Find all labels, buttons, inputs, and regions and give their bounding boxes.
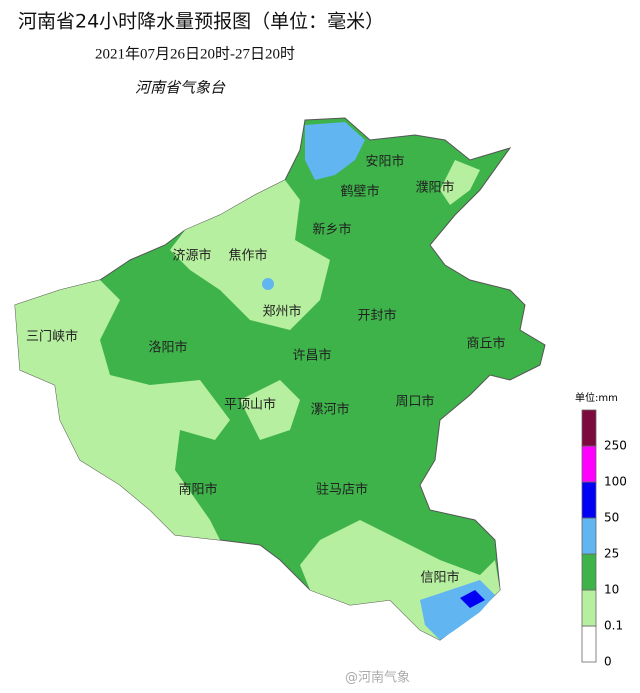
city-label: 濮阳市	[415, 180, 454, 196]
city-label: 漯河市	[310, 402, 349, 418]
legend-level: 50	[604, 511, 619, 525]
legend: 单位:mm 0 0.1 10 25 50 100 250	[575, 391, 627, 669]
legend-swatch	[581, 625, 597, 663]
province-map	[14, 117, 546, 641]
legend-level: 0	[604, 655, 612, 669]
city-label: 南阳市	[178, 482, 217, 498]
lake	[262, 278, 274, 290]
city-label: 焦作市	[228, 248, 267, 264]
city-label: 三门峡市	[26, 329, 78, 345]
city-label: 许昌市	[292, 348, 331, 364]
city-label: 洛阳市	[148, 340, 187, 356]
city-label: 安阳市	[365, 154, 404, 170]
legend-swatch	[581, 409, 597, 447]
legend-swatch	[581, 553, 597, 591]
rainstorm-south	[460, 590, 485, 608]
legend-swatch	[581, 589, 597, 627]
city-label: 商丘市	[466, 336, 505, 352]
city-label: 信阳市	[420, 570, 459, 586]
city-label: 开封市	[357, 308, 396, 324]
city-label: 平顶山市	[224, 397, 276, 413]
legend-swatch	[581, 481, 597, 519]
legend-swatch	[581, 517, 597, 555]
legend-swatch	[581, 445, 597, 483]
agency: 河南省气象台	[135, 79, 226, 97]
legend-level: 10	[604, 583, 619, 597]
city-label: 济源市	[172, 248, 211, 264]
period: 2021年07月26日20时-27日20时	[95, 45, 295, 62]
legend-level: 0.1	[604, 619, 623, 633]
city-label: 郑州市	[262, 304, 301, 320]
city-label: 鹤壁市	[340, 184, 379, 200]
legend-title: 单位:mm	[575, 391, 618, 404]
legend-level: 100	[604, 475, 627, 489]
city-label: 周口市	[395, 394, 434, 410]
legend-level: 250	[604, 439, 627, 453]
heavy-rain-north	[305, 122, 365, 180]
city-label: 驻马店市	[316, 482, 368, 498]
watermark: @河南气象	[345, 670, 410, 686]
title: 河南省24小时降水量预报图（单位：毫米）	[18, 11, 384, 33]
legend-level: 25	[604, 547, 619, 561]
city-label: 新乡市	[312, 222, 351, 238]
